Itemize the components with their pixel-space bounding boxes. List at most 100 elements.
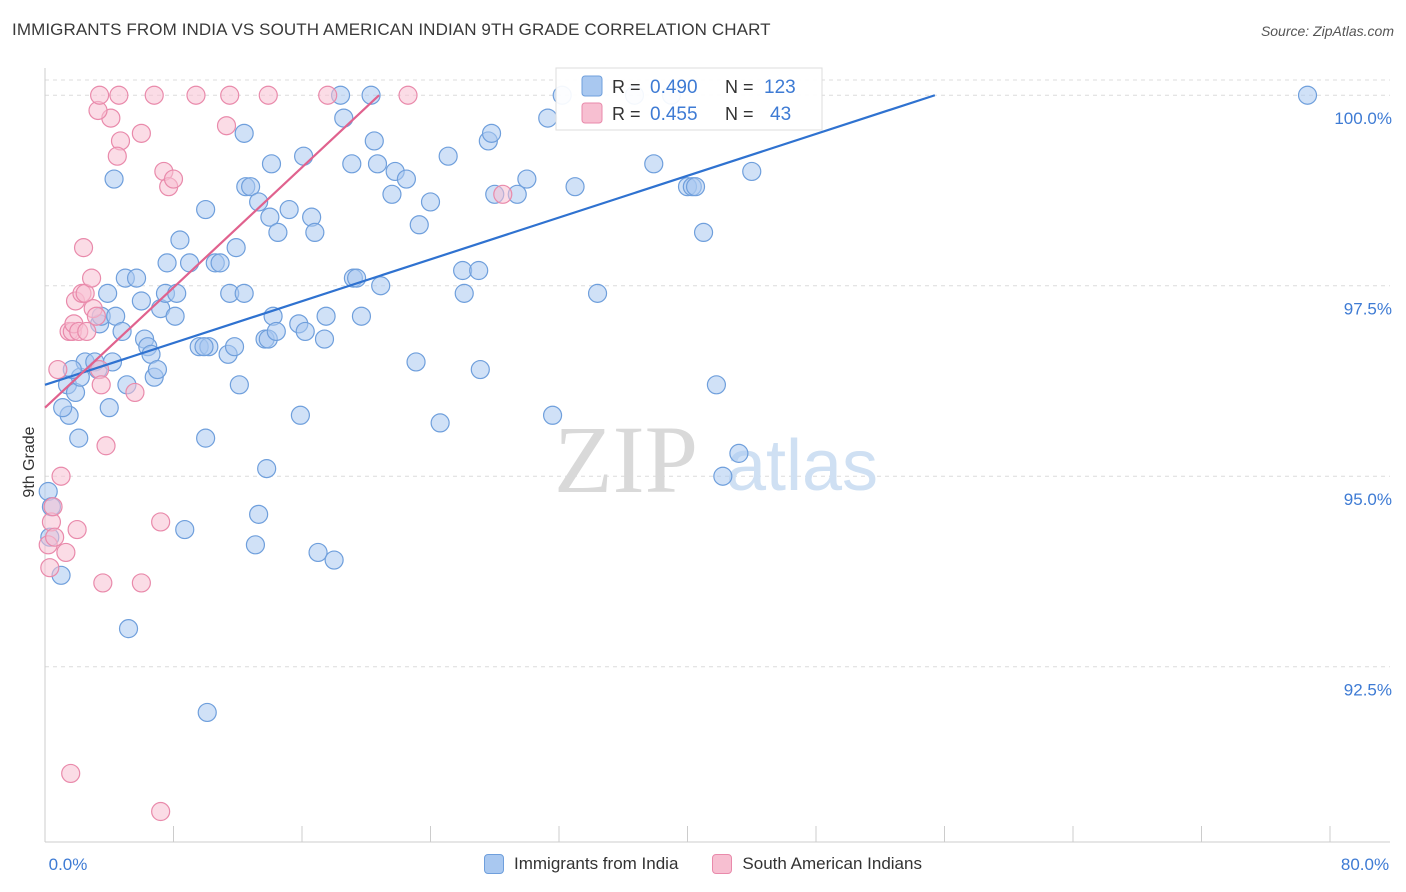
india-point[interactable] <box>126 268 147 288</box>
sa-indian-point[interactable] <box>77 321 97 342</box>
india-point[interactable] <box>197 702 217 723</box>
sa-indian-point[interactable] <box>398 85 418 105</box>
india-point[interactable] <box>316 306 336 326</box>
sa-indian-point[interactable] <box>125 382 145 403</box>
sa-indian-point[interactable] <box>151 801 171 822</box>
sa-indian-point[interactable] <box>45 527 65 547</box>
sa-indian-point[interactable] <box>318 85 338 105</box>
india-point[interactable] <box>279 199 299 220</box>
sa-indian-point[interactable] <box>86 306 107 326</box>
sa-indian-point[interactable] <box>81 268 102 288</box>
sa-indian-point[interactable] <box>93 573 113 593</box>
india-point[interactable] <box>342 154 362 174</box>
india-point[interactable] <box>294 146 314 166</box>
india-point[interactable] <box>305 222 325 242</box>
sa-indian-point[interactable] <box>493 184 513 204</box>
india-point[interactable] <box>644 154 664 174</box>
india-point[interactable] <box>229 375 249 395</box>
sa-indian-point[interactable] <box>43 497 63 517</box>
india-point[interactable] <box>308 542 328 563</box>
india-point[interactable] <box>69 428 89 448</box>
sa-indian-point[interactable] <box>40 558 60 578</box>
india-point[interactable] <box>371 276 391 296</box>
india-point[interactable] <box>517 169 537 189</box>
sa-indian-point[interactable] <box>151 512 171 532</box>
india-point[interactable] <box>170 230 190 250</box>
india-point[interactable] <box>268 222 288 242</box>
india-point[interactable] <box>99 398 119 418</box>
india-point[interactable] <box>249 504 269 524</box>
india-point[interactable] <box>706 375 727 395</box>
sa-indian-point[interactable] <box>131 573 151 593</box>
india-point[interactable] <box>396 169 417 189</box>
india-point[interactable] <box>157 253 177 273</box>
india-point[interactable] <box>266 321 286 342</box>
india-point[interactable] <box>351 306 372 326</box>
sa-indian-point[interactable] <box>51 466 71 486</box>
india-point[interactable] <box>290 405 310 425</box>
india-point[interactable] <box>260 207 280 227</box>
india-point[interactable] <box>245 535 266 555</box>
sa-indian-point[interactable] <box>91 375 111 395</box>
india-point[interactable] <box>364 131 384 151</box>
india-point[interactable] <box>587 283 608 303</box>
sa-indian-point[interactable] <box>90 85 110 105</box>
sa-indian-point[interactable] <box>144 85 164 105</box>
india-point[interactable] <box>314 329 335 349</box>
india-point[interactable] <box>420 192 441 212</box>
india-point[interactable] <box>131 291 151 311</box>
india-point[interactable] <box>165 306 185 326</box>
legend-item-india[interactable]: Immigrants from India <box>484 852 678 876</box>
india-point[interactable] <box>454 283 474 303</box>
india-point[interactable] <box>542 405 563 425</box>
india-point[interactable] <box>406 352 426 372</box>
india-point[interactable] <box>334 108 354 128</box>
india-point[interactable] <box>409 215 429 235</box>
sa-indian-point[interactable] <box>67 519 87 540</box>
india-point[interactable] <box>98 283 118 303</box>
sa-indian-point[interactable] <box>163 169 184 189</box>
india-point[interactable] <box>226 238 246 258</box>
india-point[interactable] <box>210 253 230 273</box>
india-point[interactable] <box>196 199 216 220</box>
sa-indian-point[interactable] <box>73 238 94 258</box>
india-point[interactable] <box>196 428 216 448</box>
india-point[interactable] <box>224 337 245 357</box>
india-point[interactable] <box>430 413 450 433</box>
sa-indian-point[interactable] <box>109 85 129 105</box>
india-point[interactable] <box>53 398 73 418</box>
sa-indian-point[interactable] <box>131 123 151 143</box>
india-point[interactable] <box>693 222 714 242</box>
india-point[interactable] <box>565 177 585 197</box>
legend-item-sa-indians[interactable]: South American Indians <box>712 852 922 876</box>
sa-indian-point[interactable] <box>107 146 127 166</box>
india-point[interactable] <box>257 459 277 479</box>
india-point[interactable] <box>729 443 749 463</box>
sa-indian-point[interactable] <box>56 542 76 563</box>
india-point[interactable] <box>179 253 200 273</box>
sa-indian-point[interactable] <box>258 85 278 105</box>
sa-indian-point[interactable] <box>186 85 206 105</box>
india-point[interactable] <box>112 321 132 342</box>
sa-indian-point[interactable] <box>220 85 240 105</box>
india-point[interactable] <box>249 192 269 212</box>
india-point[interactable] <box>295 321 315 342</box>
india-point[interactable] <box>367 154 388 174</box>
india-point[interactable] <box>481 123 502 143</box>
india-point[interactable] <box>742 161 762 182</box>
india-point[interactable] <box>167 283 187 303</box>
india-point[interactable] <box>453 260 473 281</box>
sa-indian-point[interactable] <box>48 359 68 380</box>
india-point[interactable] <box>685 177 706 197</box>
india-point[interactable] <box>175 519 195 540</box>
india-point[interactable] <box>234 123 254 143</box>
india-point[interactable] <box>713 466 733 486</box>
india-point[interactable] <box>104 169 124 189</box>
sa-indian-point[interactable] <box>61 763 81 784</box>
india-point[interactable] <box>470 359 490 380</box>
india-point[interactable] <box>118 619 139 639</box>
india-point[interactable] <box>194 337 214 357</box>
india-point[interactable] <box>382 184 402 204</box>
india-point[interactable] <box>234 283 254 303</box>
india-point[interactable] <box>241 177 261 197</box>
